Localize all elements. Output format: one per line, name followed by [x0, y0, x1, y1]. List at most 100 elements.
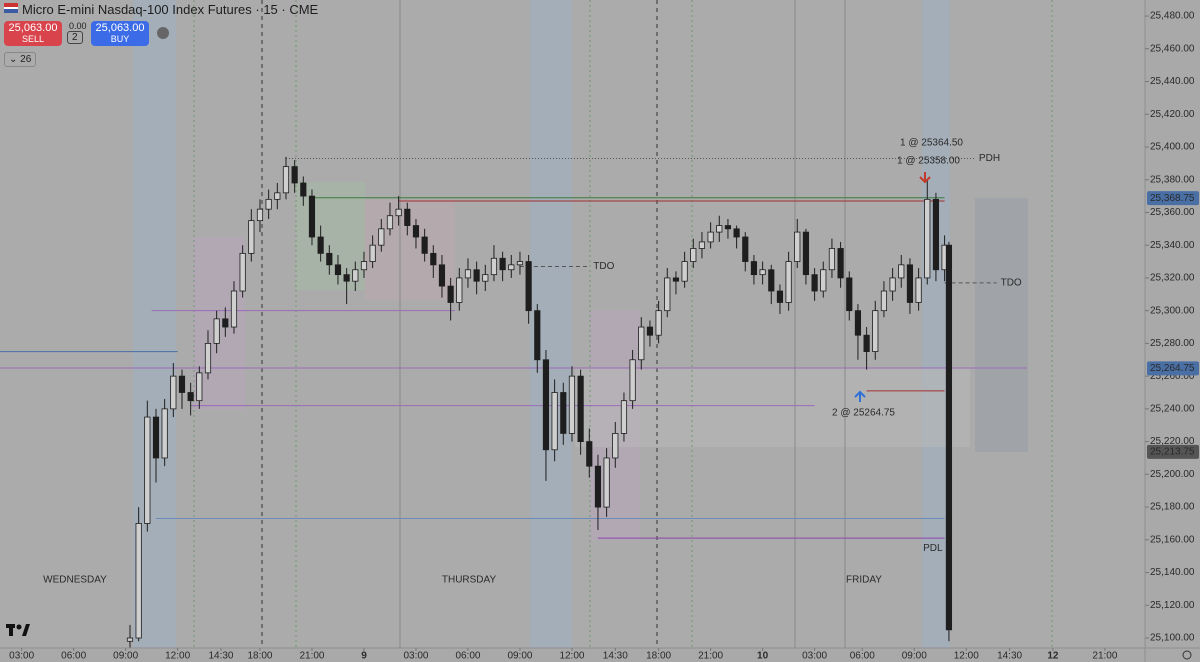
- chevron: ⌄: [9, 54, 21, 65]
- quantity[interactable]: 2: [67, 31, 83, 44]
- candle-body: [317, 236, 324, 254]
- candle-body: [334, 264, 342, 276]
- candle-body: [828, 248, 836, 271]
- y-tick-label: 25,420.00: [1150, 109, 1195, 120]
- candle-body: [759, 269, 766, 276]
- trade-annotation: 1 @ 25364.50: [900, 138, 963, 149]
- x-tick-label: 21:00: [698, 651, 723, 662]
- tradingview-logo: [6, 624, 30, 636]
- candle-body: [412, 225, 420, 238]
- candle-body: [204, 342, 212, 374]
- candle-body: [213, 318, 220, 344]
- y-tick-label: 25,240.00: [1150, 404, 1195, 415]
- flag-icon: [4, 3, 18, 13]
- y-tick-label: 25,180.00: [1150, 502, 1195, 513]
- x-tick-label: 12:00: [954, 651, 979, 662]
- candle-body: [577, 375, 584, 443]
- price-badge: [1147, 191, 1199, 206]
- candle-body: [490, 257, 498, 276]
- y-tick-label: 25,400.00: [1150, 142, 1195, 153]
- candle-body: [586, 441, 593, 467]
- candle-body: [707, 231, 714, 243]
- candle-body: [378, 228, 385, 246]
- indicators-toggle[interactable]: ⌄ 26: [4, 52, 37, 67]
- sell-price: 25,063.00: [8, 22, 58, 34]
- price-badge-label: 25,213.75: [1150, 446, 1195, 457]
- candle-body: [906, 264, 914, 303]
- candle-body: [664, 277, 671, 312]
- candle-body: [837, 248, 844, 279]
- candle-body: [854, 310, 862, 336]
- candle-body: [222, 318, 229, 328]
- x-tick-label: 06:00: [61, 651, 86, 662]
- candle-body: [248, 220, 255, 254]
- candle-body: [716, 225, 723, 233]
- y-tick-label: 25,260.00: [1150, 371, 1195, 382]
- price-badge-label: 25,264.75: [1150, 363, 1195, 374]
- x-tick-label: 21:00: [1092, 651, 1117, 662]
- x-tick-label: 14:30: [208, 651, 233, 662]
- candle-body: [551, 392, 558, 451]
- candle-body: [516, 261, 524, 266]
- candle-body: [724, 225, 732, 230]
- level-label: TDO: [1001, 277, 1022, 288]
- x-tick-label: 06:00: [455, 651, 480, 662]
- candle-body: [776, 290, 784, 303]
- candle-body: [924, 198, 931, 279]
- sell-button[interactable]: 25,063.00 SELL: [4, 21, 62, 46]
- candle-body: [343, 274, 350, 282]
- price-badge: [1147, 444, 1199, 459]
- y-tick-label: 25,100.00: [1150, 633, 1195, 644]
- candle-body: [612, 433, 619, 459]
- y-tick-label: 25,340.00: [1150, 240, 1195, 251]
- candle-body: [499, 257, 506, 271]
- candle-body: [629, 359, 636, 402]
- candle-body: [473, 269, 480, 282]
- y-tick-label: 25,360.00: [1150, 207, 1195, 218]
- candle-body: [300, 182, 307, 197]
- candle-body: [945, 244, 953, 631]
- candle-body: [898, 264, 905, 279]
- x-tick-label: 21:00: [299, 651, 324, 662]
- candle-body: [196, 372, 203, 402]
- candle-body: [369, 244, 376, 262]
- zone: [575, 368, 970, 447]
- candle-body: [863, 334, 870, 352]
- candle-body: [326, 252, 333, 266]
- candle-body: [690, 248, 697, 262]
- candle-body: [681, 261, 688, 282]
- candle-body: [872, 310, 879, 352]
- settings-icon[interactable]: [1182, 650, 1192, 660]
- candle-body: [646, 326, 654, 336]
- candle-body: [525, 261, 532, 312]
- x-tick-label: 18:00: [646, 651, 671, 662]
- candle-body: [282, 166, 290, 194]
- levels: PDH PDL TDO TDO: [0, 153, 1027, 554]
- y-tick-label: 25,140.00: [1150, 567, 1195, 578]
- candle-body: [430, 252, 437, 266]
- candle-body: [178, 375, 186, 393]
- x-tick-label: 03:00: [802, 651, 827, 662]
- candle-body: [508, 264, 515, 271]
- y-tick-label: 25,460.00: [1150, 43, 1195, 54]
- y-tick-label: 25,320.00: [1150, 273, 1195, 284]
- info-icon[interactable]: [157, 27, 169, 39]
- candle-body: [802, 231, 810, 276]
- vertical-guides: [193, 0, 1053, 648]
- x-tick-label: 03:00: [403, 651, 428, 662]
- candle-body: [360, 261, 368, 271]
- candle-body: [638, 326, 645, 361]
- level-label: TDO: [593, 261, 614, 272]
- x-tick-label: 09:00: [902, 651, 927, 662]
- x-tick-label: 12:00: [165, 651, 190, 662]
- candle-body: [395, 208, 402, 217]
- candle-body: [135, 523, 142, 639]
- y-tick-label: 25,480.00: [1150, 11, 1195, 22]
- candle-body: [620, 400, 628, 434]
- candle-body: [187, 392, 194, 402]
- candle-body: [126, 637, 134, 642]
- buy-button[interactable]: 25,063.00 BUY: [91, 21, 149, 46]
- candle-body: [794, 231, 801, 262]
